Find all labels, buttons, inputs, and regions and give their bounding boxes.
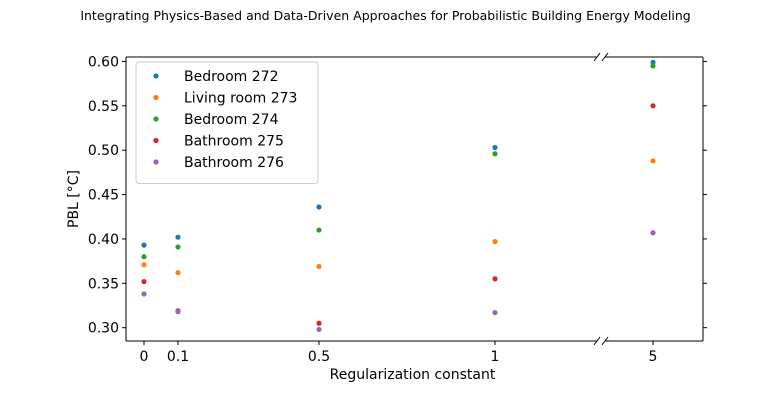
data-point — [492, 239, 498, 245]
data-point — [175, 270, 181, 276]
x-tick-label: 5 — [649, 349, 658, 365]
x-axis: 0 0.1 0.5 1 5 — [140, 341, 658, 365]
axis-break-mark-top-2 — [601, 52, 609, 62]
legend-label: Bedroom 272 — [184, 69, 279, 85]
data-point — [650, 158, 656, 164]
legend: Bedroom 272 Living room 273 Bedroom 274 Bat… — [135, 61, 319, 184]
data-point — [492, 276, 498, 282]
legend-marker — [153, 137, 159, 144]
data-point — [492, 144, 498, 151]
y-tick-label: 0.45 — [88, 188, 119, 204]
y-tick-label: 0.60 — [88, 54, 119, 70]
y-tick-label: 0.55 — [88, 99, 119, 115]
data-point — [141, 278, 147, 285]
legend-marker — [153, 159, 159, 165]
y-tick-label: 0.50 — [88, 143, 119, 159]
legend-label: Living room 273 — [184, 91, 297, 107]
y-axis: 0.30 0.35 0.40 0.45 0.50 0.55 0.60 — [88, 54, 707, 337]
data-point — [316, 204, 322, 210]
data-point — [141, 242, 147, 248]
data-point — [650, 230, 656, 236]
data-point — [492, 310, 498, 316]
data-point — [175, 244, 181, 250]
data-points — [141, 59, 656, 333]
y-axis-label: PBL [°C] — [66, 170, 82, 228]
legend-marker — [153, 73, 159, 79]
legend-label: Bathroom 275 — [184, 134, 284, 150]
axis-break-mark-bottom-1 — [593, 336, 601, 346]
data-point — [650, 103, 656, 109]
data-point — [492, 151, 498, 157]
data-point — [175, 234, 181, 240]
x-tick-label: 1 — [491, 349, 500, 365]
legend-box — [135, 61, 319, 184]
page-header-title: Integrating Physics-Based and Data-Drive… — [80, 8, 691, 23]
legend-marker — [153, 94, 159, 101]
y-tick-label: 0.35 — [88, 276, 119, 292]
data-point — [141, 262, 147, 268]
data-point — [316, 326, 322, 333]
x-tick-label: 0 — [140, 349, 149, 365]
x-axis-label: Regularization constant — [330, 367, 496, 383]
data-point — [175, 309, 181, 315]
axis-break-mark-bottom-2 — [601, 336, 609, 346]
x-tick-label: 0.5 — [308, 349, 330, 365]
legend-marker — [153, 116, 159, 122]
x-tick-label: 0.1 — [167, 349, 189, 365]
data-point — [316, 320, 322, 326]
plot-frame — [125, 52, 704, 346]
legend-label: Bathroom 276 — [184, 155, 284, 171]
data-point — [141, 254, 147, 260]
axis-break-mark-top-1 — [593, 52, 601, 62]
data-point — [141, 291, 147, 297]
data-point — [316, 263, 322, 270]
legend-label: Bedroom 274 — [184, 112, 279, 128]
data-point — [316, 227, 322, 233]
y-tick-label: 0.30 — [88, 321, 119, 337]
data-point — [650, 63, 656, 69]
y-tick-label: 0.40 — [88, 232, 119, 248]
